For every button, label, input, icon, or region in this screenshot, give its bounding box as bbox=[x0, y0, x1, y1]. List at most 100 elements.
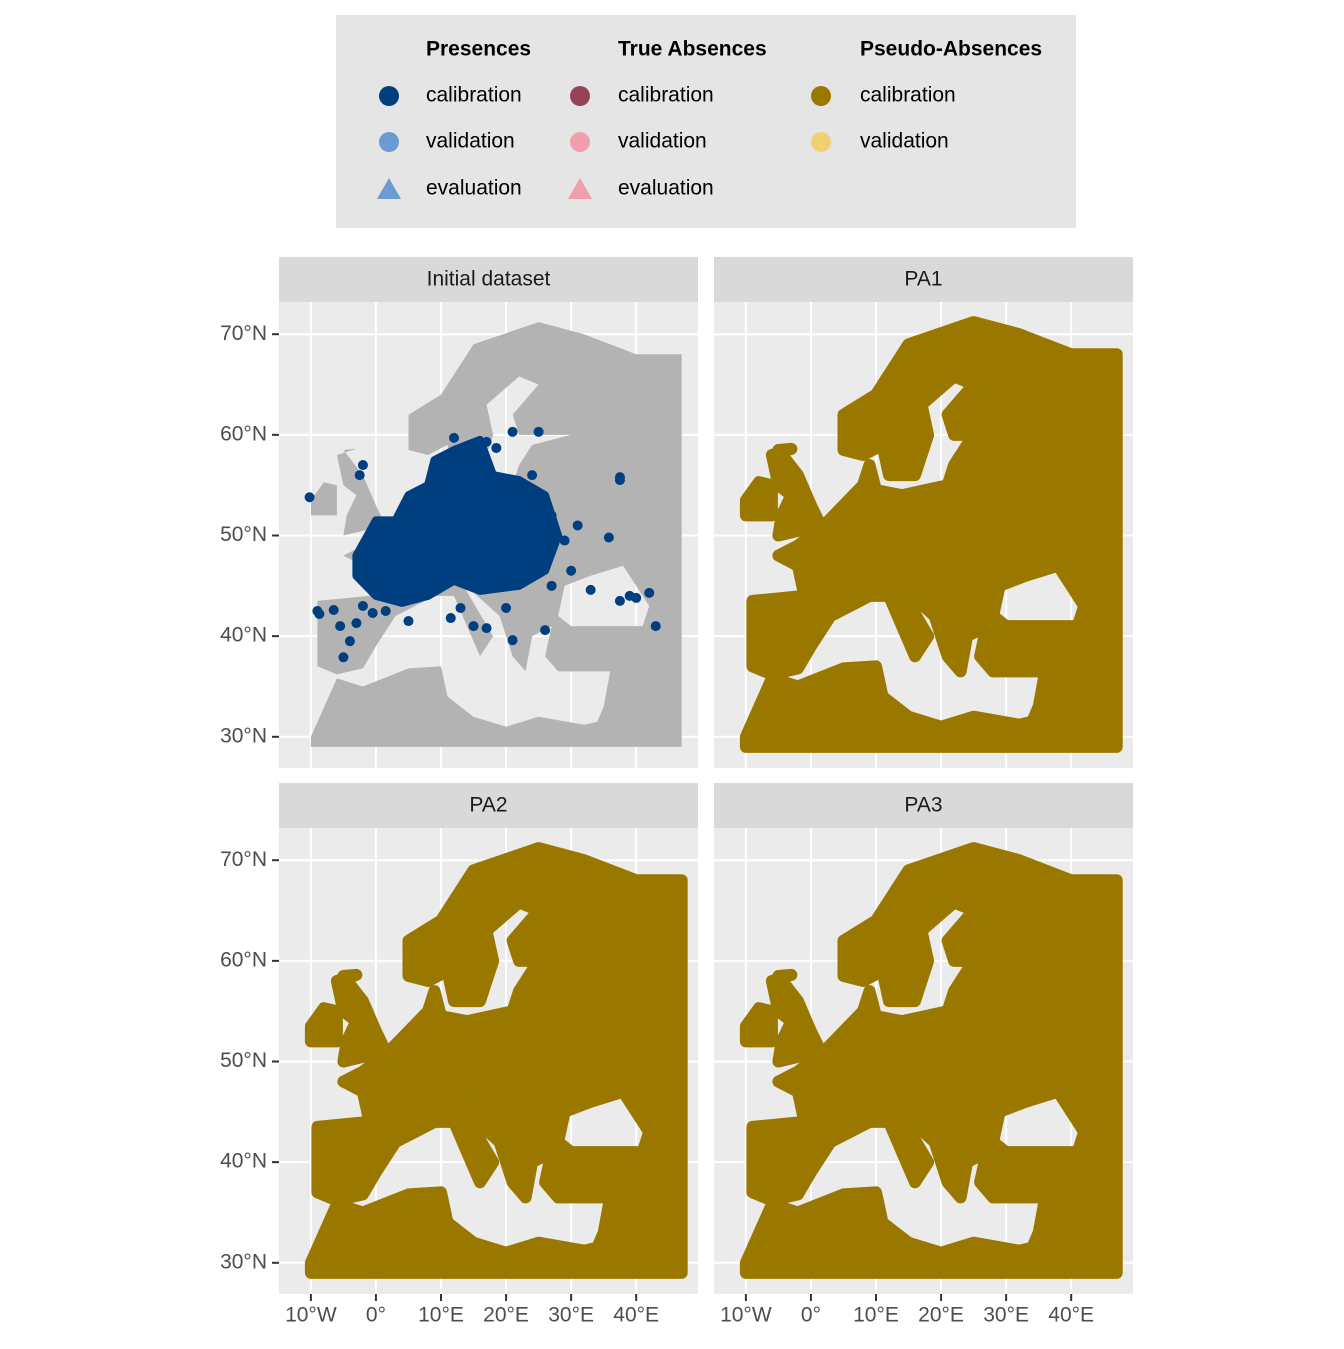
y-tick-label: 50°N bbox=[220, 523, 267, 546]
panel bbox=[714, 302, 1133, 768]
strip bbox=[714, 257, 1133, 302]
legend-key bbox=[570, 86, 590, 106]
presence-point bbox=[367, 608, 378, 619]
presence-point bbox=[614, 595, 625, 606]
pseudo-absence-area bbox=[330, 968, 392, 1068]
y-tick-label: 70°N bbox=[220, 322, 267, 345]
presence-point bbox=[335, 621, 346, 632]
panel-title: Initial dataset bbox=[427, 268, 551, 291]
presence-point bbox=[481, 436, 492, 447]
pseudo-absence-area bbox=[739, 1002, 778, 1048]
presence-point bbox=[614, 475, 625, 486]
presence-point bbox=[533, 426, 544, 437]
pseudo-absence-area bbox=[739, 476, 778, 522]
strip bbox=[279, 257, 698, 302]
legend-box bbox=[336, 15, 1076, 228]
legend-label: calibration bbox=[618, 84, 714, 107]
presence-point bbox=[304, 492, 315, 503]
presence-point bbox=[380, 605, 391, 616]
presence-point bbox=[344, 636, 355, 647]
presence-point bbox=[507, 426, 518, 437]
legend-label: calibration bbox=[860, 84, 956, 107]
panel bbox=[279, 828, 698, 1294]
legend-key bbox=[811, 132, 831, 152]
pseudo-absence-area bbox=[739, 316, 1123, 753]
presence-point bbox=[445, 613, 456, 624]
x-tick-label: 40°E bbox=[1048, 1304, 1094, 1327]
presence-point bbox=[527, 470, 538, 481]
strip bbox=[279, 783, 698, 828]
legend-label: evaluation bbox=[426, 177, 522, 200]
presence-point bbox=[338, 652, 349, 663]
legend-key bbox=[811, 86, 831, 106]
pseudo-absence-area bbox=[765, 968, 827, 1068]
x-tick-label: 30°E bbox=[548, 1304, 594, 1327]
y-tick-label: 30°N bbox=[220, 1250, 267, 1273]
y-tick-label: 40°N bbox=[220, 624, 267, 647]
presence-point bbox=[644, 587, 655, 598]
presence-point bbox=[357, 460, 368, 471]
presence-point bbox=[650, 621, 661, 632]
presence-point bbox=[546, 580, 557, 591]
legend-label: validation bbox=[618, 130, 707, 153]
presence-point bbox=[507, 635, 518, 646]
legend-label: evaluation bbox=[618, 177, 714, 200]
y-tick-label: 50°N bbox=[220, 1049, 267, 1072]
presence-point bbox=[357, 600, 368, 611]
pseudo-absence-area bbox=[304, 1002, 343, 1048]
panel-title: PA3 bbox=[904, 794, 942, 817]
x-tick-label: 10°E bbox=[418, 1304, 464, 1327]
presence-cluster bbox=[352, 435, 563, 607]
presence-point bbox=[566, 565, 577, 576]
panel bbox=[714, 828, 1133, 1294]
x-tick-label: 10°W bbox=[285, 1304, 337, 1327]
legend-key bbox=[379, 86, 399, 106]
presence-point bbox=[455, 602, 466, 613]
x-tick-label: 40°E bbox=[613, 1304, 659, 1327]
strip bbox=[714, 783, 1133, 828]
presence-point bbox=[540, 625, 551, 636]
presence-point bbox=[631, 592, 642, 603]
presence-point bbox=[491, 442, 502, 453]
x-tick-label: 20°E bbox=[483, 1304, 529, 1327]
legend-key bbox=[377, 178, 401, 199]
presence-point bbox=[603, 532, 614, 543]
presence-point bbox=[449, 432, 460, 443]
legend-label: calibration bbox=[426, 84, 522, 107]
legend-title: Pseudo-Absences bbox=[860, 38, 1042, 61]
legend-label: validation bbox=[860, 130, 949, 153]
presence-point bbox=[354, 470, 365, 481]
legend-key bbox=[570, 132, 590, 152]
pseudo-absence-area bbox=[765, 442, 827, 542]
presence-point bbox=[481, 623, 492, 634]
presence-point bbox=[572, 520, 583, 531]
x-tick-label: 10°E bbox=[853, 1304, 899, 1327]
x-tick-label: 20°E bbox=[918, 1304, 964, 1327]
land bbox=[310, 482, 337, 516]
land bbox=[336, 448, 386, 536]
legend-key bbox=[379, 132, 399, 152]
presence-point bbox=[559, 535, 570, 546]
x-tick-label: 10°W bbox=[720, 1304, 772, 1327]
y-tick-label: 30°N bbox=[220, 724, 267, 747]
pseudo-absence-area bbox=[304, 842, 688, 1279]
y-tick-label: 70°N bbox=[220, 848, 267, 871]
presence-point bbox=[546, 510, 557, 521]
presence-point bbox=[328, 604, 339, 615]
presence-point bbox=[468, 621, 479, 632]
pseudo-absence-area bbox=[739, 842, 1123, 1279]
panel bbox=[279, 302, 698, 768]
panel-title: PA1 bbox=[904, 268, 942, 291]
legend-key bbox=[568, 178, 592, 199]
y-tick-label: 60°N bbox=[220, 948, 267, 971]
presence-point bbox=[501, 602, 512, 613]
legend-title: Presences bbox=[426, 38, 531, 61]
presence-point bbox=[403, 616, 414, 627]
presence-point bbox=[351, 618, 362, 629]
y-tick-label: 40°N bbox=[220, 1150, 267, 1173]
presence-point bbox=[314, 609, 325, 620]
x-tick-label: 0° bbox=[801, 1304, 821, 1327]
legend-title: True Absences bbox=[618, 38, 767, 61]
presence-point bbox=[585, 584, 596, 595]
